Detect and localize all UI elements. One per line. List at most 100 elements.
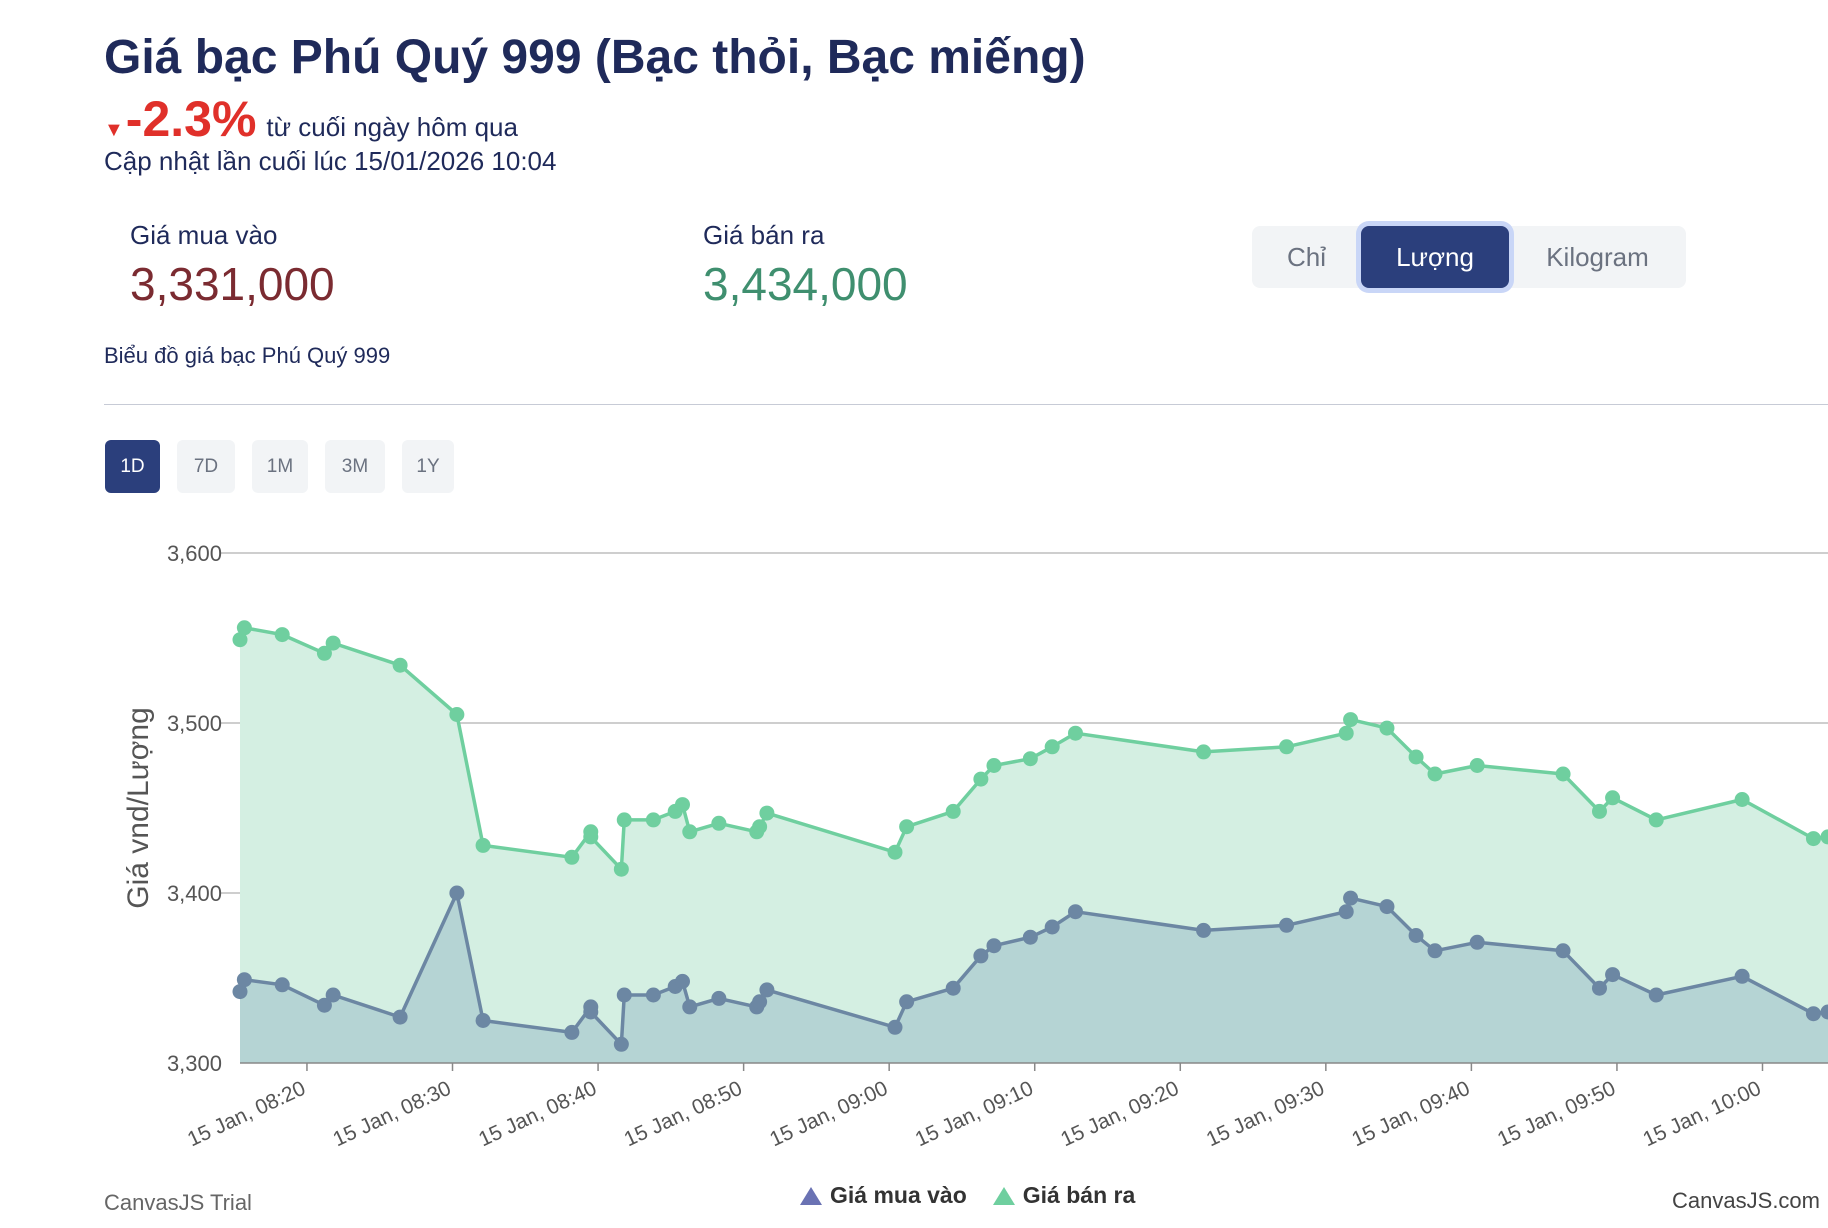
triangle-icon <box>800 1186 822 1205</box>
unit-toggle: Chỉ Lượng Kilogram <box>1252 226 1686 288</box>
y-tick-label: 3,500 <box>167 711 222 736</box>
data-point-sell <box>613 861 629 877</box>
area-buy <box>240 893 1828 1063</box>
data-point-sell <box>1591 803 1607 819</box>
data-point-sell <box>899 819 915 835</box>
unit-option-chi[interactable]: Chỉ <box>1286 241 1326 272</box>
data-point-sell <box>1408 749 1424 765</box>
data-point-sell <box>1338 725 1354 741</box>
canvasjs-link[interactable]: CanvasJS.com <box>1672 1188 1820 1213</box>
data-point-buy <box>1469 934 1485 950</box>
data-point-sell <box>711 815 727 831</box>
data-point-buy <box>1338 904 1354 920</box>
data-point-buy <box>1591 980 1607 996</box>
data-point-buy <box>759 982 775 998</box>
data-point-buy <box>449 885 465 901</box>
x-tick-label: 15 Jan, 09:20 <box>1057 1077 1182 1152</box>
data-point-sell <box>1820 829 1828 845</box>
y-tick-label: 3,300 <box>167 1051 222 1076</box>
price-change: ▼ -2.3% từ cuối ngày hôm qua <box>104 90 518 148</box>
data-point-buy <box>1820 1004 1828 1020</box>
data-point-buy <box>1555 943 1571 959</box>
data-point-buy <box>1022 929 1038 945</box>
data-point-buy <box>973 948 989 964</box>
data-point-sell <box>232 632 248 648</box>
data-point-sell <box>392 657 408 673</box>
data-point-buy <box>887 1019 903 1035</box>
x-tick-label: 15 Jan, 09:10 <box>912 1077 1037 1152</box>
data-point-buy <box>1408 928 1424 943</box>
data-point-sell <box>1343 712 1359 728</box>
data-point-sell <box>1044 739 1060 755</box>
x-tick-label: 15 Jan, 08:40 <box>475 1077 600 1152</box>
data-point-buy <box>752 994 768 1010</box>
data-point-buy <box>274 977 290 993</box>
data-point-sell <box>1022 751 1038 767</box>
x-tick-label: 15 Jan, 09:00 <box>766 1077 891 1152</box>
data-point-sell <box>475 837 491 853</box>
x-tick-label: 15 Jan, 10:00 <box>1640 1077 1765 1152</box>
down-arrow-icon: ▼ <box>104 119 124 141</box>
range-selector: 1D 7D 1M 3M 1Y <box>105 440 471 493</box>
data-point-buy <box>899 994 915 1010</box>
buy-price-block: Giá mua vào 3,331,000 <box>130 220 335 311</box>
y-tick-label: 3,600 <box>167 541 222 566</box>
range-button-3m[interactable]: 3M <box>325 440 385 493</box>
data-point-buy <box>392 1009 408 1025</box>
range-button-1m[interactable]: 1M <box>252 440 308 493</box>
x-tick-label: 15 Jan, 08:50 <box>621 1077 746 1152</box>
data-point-sell <box>1469 758 1485 773</box>
data-point-buy <box>682 999 698 1015</box>
data-point-sell <box>1067 725 1083 741</box>
data-point-buy <box>986 938 1002 954</box>
data-point-buy <box>236 972 252 988</box>
data-point-sell <box>616 812 632 828</box>
data-point-buy <box>945 980 961 996</box>
change-percent: -2.3% <box>125 91 257 147</box>
data-point-sell <box>1379 720 1395 736</box>
x-tick-label: 15 Jan, 09:50 <box>1494 1077 1619 1152</box>
legend-label-sell: Giá bán ra <box>1022 1182 1136 1208</box>
data-point-buy <box>1648 987 1664 1003</box>
triangle-icon <box>992 1186 1015 1205</box>
data-point-sell <box>1279 739 1295 755</box>
legend-item-buy[interactable]: Giá mua vào <box>800 1182 967 1209</box>
chart-heading: Biểu đồ giá bạc Phú Quý 999 <box>104 343 391 368</box>
chart-legend: Giá mua vào Giá bán ra <box>800 1182 1161 1209</box>
data-point-sell <box>645 812 661 828</box>
data-point-buy <box>564 1024 580 1040</box>
data-point-sell <box>325 635 341 651</box>
range-button-7d[interactable]: 7D <box>177 440 235 493</box>
x-tick-label: 15 Jan, 08:30 <box>330 1077 455 1152</box>
unit-option-kilogram[interactable]: Kilogram <box>1546 241 1649 272</box>
data-point-buy <box>1196 922 1212 938</box>
data-point-buy <box>674 973 690 989</box>
data-point-buy <box>1343 890 1359 906</box>
x-tick-label: 15 Jan, 08:20 <box>184 1077 309 1152</box>
data-point-sell <box>583 829 599 845</box>
y-axis-title: Giá vnd/Lượng <box>122 707 155 909</box>
unit-option-luong[interactable]: Lượng <box>1361 226 1509 288</box>
legend-label-buy: Giá mua vào <box>830 1182 967 1208</box>
canvasjs-trial-label: CanvasJS Trial <box>104 1190 252 1215</box>
last-updated: Cập nhật lần cuối lúc 15/01/2026 10:04 <box>104 146 557 176</box>
data-point-buy <box>1379 899 1395 915</box>
range-button-1y[interactable]: 1Y <box>402 440 454 493</box>
data-point-sell <box>887 844 903 860</box>
sell-price-block: Giá bán ra 3,434,000 <box>703 220 908 311</box>
data-point-sell <box>274 627 290 643</box>
data-point-buy <box>616 987 632 1003</box>
data-point-sell <box>1648 812 1664 828</box>
data-point-buy <box>583 1004 599 1020</box>
data-point-sell <box>316 645 332 661</box>
data-point-buy <box>1734 968 1750 984</box>
divider <box>104 404 1828 405</box>
data-point-buy <box>645 987 661 1003</box>
x-tick-label: 15 Jan, 09:30 <box>1203 1077 1328 1152</box>
sell-price-value: 3,434,000 <box>703 258 908 310</box>
data-point-sell <box>986 758 1002 773</box>
range-button-1d[interactable]: 1D <box>105 440 160 493</box>
legend-item-sell[interactable]: Giá bán ra <box>992 1182 1136 1209</box>
data-point-buy <box>613 1036 629 1052</box>
